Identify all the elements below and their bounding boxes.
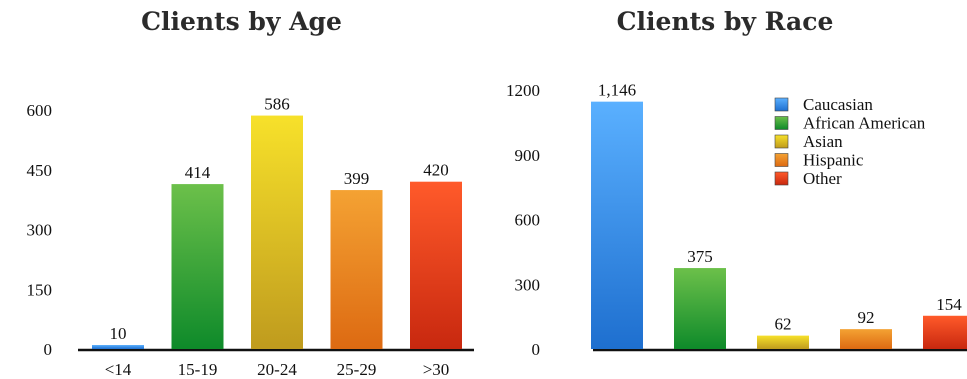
age-chart: Clients by Age 0 150 300 450 600 10 <14 414 15-1…	[0, 0, 483, 379]
race-bar	[674, 268, 726, 349]
race-legend-label: Caucasian	[803, 95, 873, 114]
age-data-label: 586	[264, 95, 290, 114]
age-bar	[92, 345, 144, 349]
race-data-label: 375	[687, 247, 713, 266]
age-data-label: 399	[344, 169, 370, 188]
age-ytick-label: 150	[27, 280, 53, 299]
age-ytick-label: 0	[44, 340, 53, 359]
age-bar	[171, 184, 224, 349]
race-ytick-label: 300	[515, 275, 541, 294]
age-ytick-label: 450	[27, 161, 53, 180]
race-ytick-label: 0	[532, 340, 541, 359]
race-data-label: 92	[858, 308, 875, 327]
age-bar	[251, 115, 303, 350]
race-legend-label: Asian	[803, 132, 843, 151]
race-data-label: 154	[936, 295, 962, 314]
race-data-label: 62	[775, 315, 792, 334]
age-ytick-label: 600	[27, 101, 53, 120]
age-data-label: 10	[110, 324, 127, 343]
race-legend-label: Hispanic	[803, 151, 864, 170]
race-ytick-label: 600	[515, 211, 541, 230]
race-legend-swatch	[774, 153, 789, 167]
race-data-label: 1,146	[598, 81, 636, 100]
age-category-label: 20-24	[257, 360, 297, 379]
race-chart: Clients by Race 0 300 600 900 1200 1,146 375 62…	[483, 0, 967, 379]
race-legend-swatch	[774, 171, 789, 186]
age-bar	[330, 190, 383, 349]
age-category-label: 25-29	[337, 360, 377, 379]
race-legend-label: African American	[803, 114, 926, 133]
race-legend-swatch	[774, 97, 789, 112]
age-category-label: <14	[105, 360, 132, 379]
race-bar	[757, 335, 809, 349]
race-legend-swatch	[774, 134, 789, 149]
age-chart-title: Clients by Age	[141, 7, 342, 36]
age-data-label: 420	[423, 161, 449, 180]
race-legend-label: Other	[803, 169, 842, 188]
age-data-label: 414	[185, 163, 211, 182]
race-chart-title: Clients by Race	[616, 7, 834, 36]
race-bar	[591, 101, 643, 349]
age-ytick-label: 300	[27, 221, 53, 240]
race-ytick-label: 1200	[506, 81, 540, 100]
age-category-label: >30	[423, 360, 450, 379]
age-bar	[410, 181, 462, 349]
race-bar	[923, 315, 967, 349]
age-chart-plot: 0 150 300 450 600 10 <14 414 15-19 586 20-24 399 25-…	[27, 95, 474, 379]
race-ytick-label: 900	[515, 146, 541, 165]
race-bar	[840, 329, 892, 349]
race-legend-swatch	[774, 116, 789, 130]
race-chart-plot: 0 300 600 900 1200 1,146 375 62 92 154 CaucasianAf…	[506, 81, 967, 359]
age-category-label: 15-19	[178, 360, 218, 379]
